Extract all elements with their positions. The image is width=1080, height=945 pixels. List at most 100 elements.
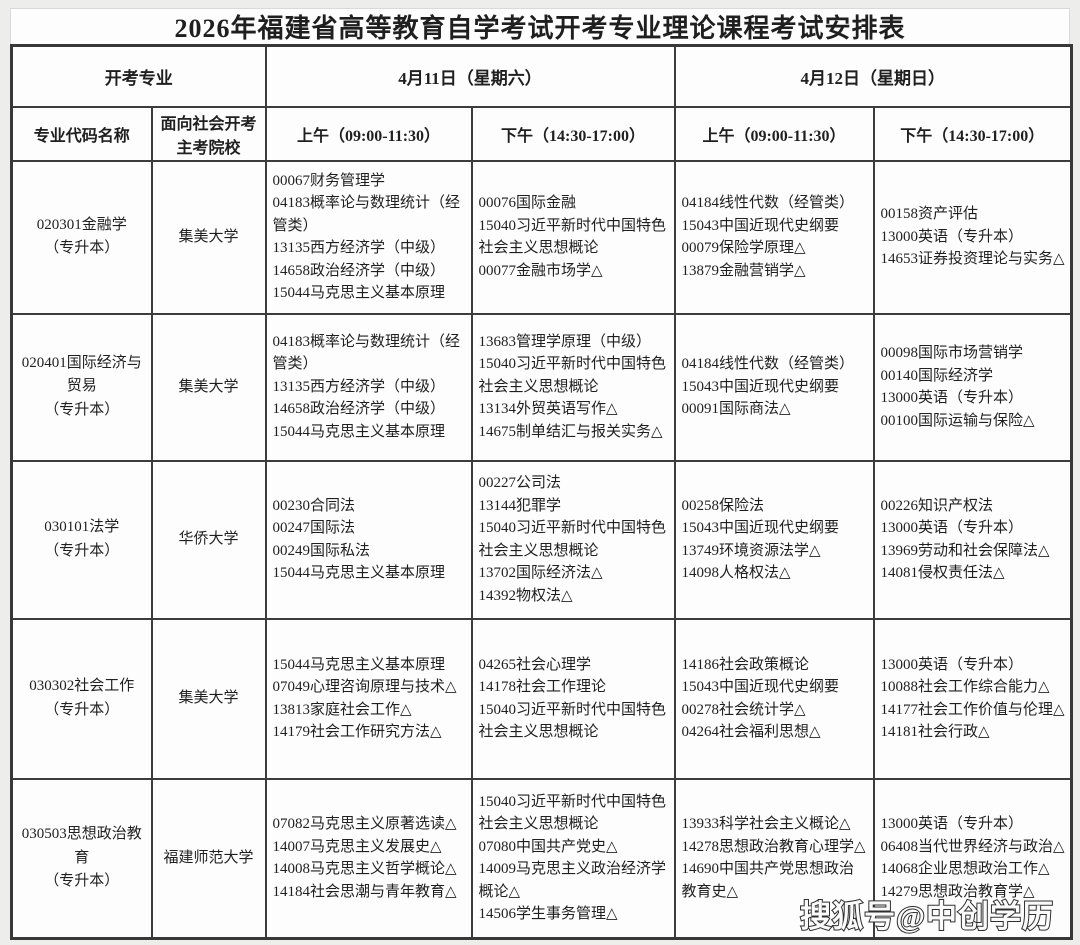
courses-cell-d1_am: 04183概率论与数理统计（经管类） 13135西方经济学（中级） 14658政治经… bbox=[264, 312, 473, 462]
course-item: 13000英语（专升本） bbox=[880, 228, 1024, 245]
course-item: 14181社会行政△ bbox=[880, 724, 990, 740]
courses-cell-d1_am: 07082马克思主义原著选读△ 14007马克思主义发展史△ 14008马克思主义哲… bbox=[264, 777, 473, 940]
course-item: 15040习近平新时代中国特色社会主义思想概论 bbox=[478, 793, 667, 833]
header-day1: 4月11日（星期六） bbox=[264, 44, 676, 108]
course-item: 13135西方经济学（中级） bbox=[272, 378, 446, 395]
course-item: 00076国际金融 bbox=[478, 195, 577, 211]
course-item: 04183概率论与数理统计（经管类） bbox=[272, 333, 461, 373]
course-item: 04184线性代数（经管类） bbox=[681, 195, 855, 211]
course-item: 13879金融营销学△ bbox=[681, 262, 806, 279]
course-item: 14675制单结汇与报关实务△ bbox=[478, 423, 663, 440]
course-item: 14177社会工作价值与伦理△ bbox=[880, 701, 1065, 718]
courses-cell-d2_am: 00258保险法 15043中国近现代史纲要 13749环境资源法学△ 14098人格… bbox=[673, 459, 875, 620]
courses-cell-d1_pm: 15040习近平新时代中国特色社会主义思想概论 07080中国共产党史△ 14009… bbox=[470, 777, 676, 940]
course-item: 13683管理学原理（中级） bbox=[478, 333, 652, 350]
course-item: 00230合同法 bbox=[272, 497, 356, 514]
course-item: 14068企业思想政治工作△ bbox=[880, 861, 1050, 878]
course-item: 00158资产评估 bbox=[880, 206, 979, 223]
courses-cell-d1_am: 00230合同法 00247国际法 00249国际私法 15044马克思主义基本原理 bbox=[264, 459, 473, 620]
course-item: 00098国际市场营销学 bbox=[880, 345, 1024, 361]
major-cell: 020401国际经济与 贸易 （专升本） bbox=[10, 312, 153, 462]
school-cell: 集美大学 bbox=[150, 617, 267, 780]
course-item: 14081侵权责任法△ bbox=[880, 565, 1005, 581]
courses-cell-d2_pm: 00226知识产权法 13000英语（专升本） 13969劳动和社会保障法△ 1408… bbox=[872, 459, 1073, 620]
header-open-majors: 开考专业 bbox=[10, 44, 267, 108]
courses-cell-d1_pm: 00227公司法 13144犯罪学 15040习近平新时代中国特色社会主义思想概论 1… bbox=[470, 459, 676, 620]
courses-cell-d2_am: 04184线性代数（经管类） 15043中国近现代史纲要 00079保险学原理△ 13… bbox=[673, 159, 875, 315]
course-item: 13000英语（专升本） bbox=[880, 520, 1024, 536]
course-item: 04183概率论与数理统计（经管类） bbox=[272, 195, 461, 234]
course-item: 14278思想政治教育心理学△ bbox=[681, 838, 866, 855]
course-item: 14506学生事务管理△ bbox=[478, 906, 618, 923]
course-item: 14178社会工作理论 bbox=[478, 679, 607, 695]
header-day2-am: 上午（09:00-11:30） bbox=[673, 105, 875, 162]
course-item: 00258保险法 bbox=[681, 497, 765, 514]
course-item: 00247国际法 bbox=[272, 520, 356, 536]
table-row: 030302社会工作 （专升本） 集美大学 15044马克思主义基本原理 07049心理… bbox=[10, 617, 1073, 780]
course-item: 15043中国近现代史纲要 bbox=[681, 378, 840, 395]
table-row: 020401国际经济与 贸易 （专升本） 集美大学 04183概率论与数理统计（经管类）… bbox=[10, 312, 1073, 462]
course-item: 15044马克思主义基本原理 bbox=[272, 285, 446, 301]
school-cell: 集美大学 bbox=[150, 159, 267, 315]
course-item: 13702国际经济法△ bbox=[478, 565, 603, 581]
header-day1-am: 上午（09:00-11:30） bbox=[264, 105, 473, 162]
course-item: 00278社会统计学△ bbox=[681, 701, 806, 718]
table-row: 030503思想政治教育 （专升本） 福建师范大学 07082马克思主义原著选读△ 14… bbox=[10, 777, 1073, 940]
courses-cell-d1_am: 15044马克思主义基本原理 07049心理咨询原理与技术△ 13813家庭社会工作… bbox=[264, 617, 473, 780]
course-item: 14690中国共产党思想政治教育史△ bbox=[681, 861, 855, 900]
header-day1-pm: 下午（14:30-17:00） bbox=[470, 105, 676, 162]
major-line: 020301金融学 bbox=[36, 216, 127, 233]
course-item: 14653证券投资理论与实务△ bbox=[880, 251, 1065, 268]
course-item: 13749环境资源法学△ bbox=[681, 542, 821, 559]
major-line: （专升本） bbox=[44, 401, 120, 418]
major-line: 育 bbox=[74, 849, 90, 866]
courses-cell-d2_pm: 13000英语（专升本） 10088社会工作综合能力△ 14177社会工作价值与伦理… bbox=[872, 617, 1073, 780]
course-item: 13000英语（专升本） bbox=[880, 656, 1024, 673]
course-item: 00226知识产权法 bbox=[880, 497, 994, 514]
major-line: 030302社会工作 bbox=[29, 678, 135, 695]
courses-cell-d2_am: 13933科学社会主义概论△ 14278思想政治教育心理学△ 14690中国共产党思… bbox=[673, 777, 875, 940]
courses-cell-d1_pm: 00076国际金融 15040习近平新时代中国特色社会主义思想概论 00077金融市… bbox=[470, 159, 676, 315]
course-item: 14009马克思主义政治经济学概论△ bbox=[478, 861, 667, 900]
course-item: 10088社会工作综合能力△ bbox=[880, 679, 1050, 695]
exam-schedule-table: 开考专业 4月11日（星期六） 4月12日（星期日） 专业代码名称 面向社会开考… bbox=[10, 44, 1073, 940]
course-item: 15044马克思主义基本原理 bbox=[272, 565, 446, 581]
major-line: （专升本） bbox=[44, 701, 120, 718]
page-title: 2026年福建省高等教育自学考试开考专业理论课程考试安排表 bbox=[10, 8, 1070, 44]
course-item: 13144犯罪学 bbox=[478, 497, 562, 514]
major-line: 030503思想政治教 bbox=[21, 826, 142, 843]
course-item: 07049心理咨询原理与技术△ bbox=[272, 679, 457, 695]
course-item: 15043中国近现代史纲要 bbox=[681, 520, 840, 536]
course-item: 00091国际商法△ bbox=[681, 401, 791, 418]
course-item: 15040习近平新时代中国特色社会主义思想概论 bbox=[478, 217, 667, 257]
courses-cell-d2_am: 14186社会政策概论 15043中国近现代史纲要 00278社会统计学△ 04264… bbox=[673, 617, 875, 780]
course-item: 15044马克思主义基本原理 bbox=[272, 423, 446, 440]
course-item: 13969劳动和社会保障法△ bbox=[880, 542, 1050, 559]
course-item: 00079保险学原理△ bbox=[681, 240, 806, 256]
header-day2-pm: 下午（14:30-17:00） bbox=[872, 105, 1073, 162]
table-row: 020301金融学 （专升本） 集美大学 00067财务管理学 04183概率论与数理统… bbox=[10, 159, 1073, 315]
course-item: 13134外贸英语写作△ bbox=[478, 401, 618, 418]
major-line: （专升本） bbox=[44, 542, 120, 559]
courses-cell-d2_pm: 00158资产评估 13000英语（专升本） 14653证券投资理论与实务△ bbox=[872, 159, 1073, 315]
course-item: 13813家庭社会工作△ bbox=[272, 701, 412, 718]
header-day2: 4月12日（星期日） bbox=[673, 44, 1073, 108]
school-cell: 华侨大学 bbox=[150, 459, 267, 620]
course-item: 00249国际私法 bbox=[272, 542, 371, 559]
major-cell: 030503思想政治教育 （专升本） bbox=[10, 777, 153, 940]
course-item: 00100国际运输与保险△ bbox=[880, 412, 1035, 429]
courses-cell-d1_pm: 04265社会心理学 14178社会工作理论 15040习近平新时代中国特色社会主义… bbox=[470, 617, 676, 780]
course-item: 15040习近平新时代中国特色社会主义思想概论 bbox=[478, 356, 667, 395]
course-item: 04265社会心理学 bbox=[478, 656, 592, 673]
major-line: 030101法学 bbox=[44, 519, 120, 536]
header-row-sessions: 专业代码名称 面向社会开考主考院校 上午（09:00-11:30） 下午（14:… bbox=[10, 105, 1073, 162]
courses-cell-d2_pm: 13000英语（专升本） 06408当代世界经济与政治△ 14068企业思想政治工作… bbox=[872, 777, 1073, 940]
course-item: 14007马克思主义发展史△ bbox=[272, 838, 442, 855]
courses-cell-d1_pm: 13683管理学原理（中级） 15040习近平新时代中国特色社会主义思想概论 131… bbox=[470, 312, 676, 462]
course-item: 07082马克思主义原著选读△ bbox=[272, 816, 457, 833]
watermark: 搜狐号@中创学历 bbox=[799, 898, 1054, 935]
course-item: 04264社会福利思想△ bbox=[681, 724, 821, 740]
course-item: 00227公司法 bbox=[478, 475, 562, 491]
course-item: 14184社会思潮与青年教育△ bbox=[272, 883, 457, 900]
major-line: （专升本） bbox=[44, 240, 120, 256]
